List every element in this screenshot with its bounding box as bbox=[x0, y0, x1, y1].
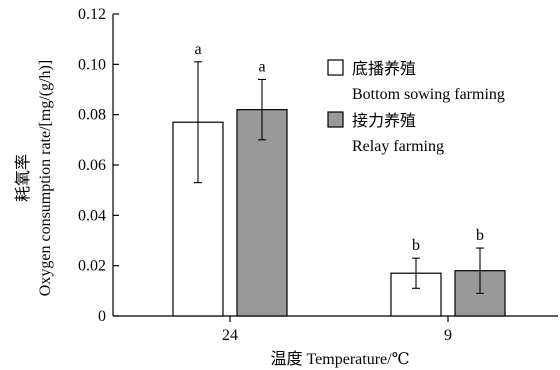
y-tick-label: 0.06 bbox=[78, 157, 106, 174]
significance-label: b bbox=[412, 237, 420, 254]
chart-legend: 底播养殖 Bottom sowing farming 接力养殖 Relay farmi… bbox=[327, 59, 505, 155]
legend-label-zh: 接力养殖 bbox=[352, 112, 416, 130]
y-axis-title-group: 耗氧率 bbox=[14, 154, 32, 202]
legend-label-en: Relay farming bbox=[352, 138, 444, 155]
significance-label: a bbox=[258, 58, 265, 75]
legend-swatch bbox=[327, 59, 344, 76]
y-axis-title-zh: 耗氧率 bbox=[14, 154, 32, 202]
legend-swatch bbox=[327, 111, 344, 128]
legend-label-en: Bottom sowing farming bbox=[352, 86, 505, 103]
y-axis-title-group-en: Oxygen consumption rate/[mg/(g/h)] bbox=[37, 60, 54, 296]
chart-bars bbox=[172, 61, 506, 317]
x-tick-label: 9 bbox=[444, 327, 452, 344]
legend-label-zh: 底播养殖 bbox=[352, 60, 416, 78]
x-tick-label: 24 bbox=[222, 327, 238, 344]
y-tick-label: 0 bbox=[98, 308, 106, 325]
bar-relay-24 bbox=[236, 109, 288, 317]
significance-label: b bbox=[476, 227, 484, 244]
x-axis-title: 温度 Temperature/℃ bbox=[271, 350, 410, 368]
chart-axes: 0 0.02 0.04 0.06 0.08 0.10 0.12 bbox=[78, 6, 558, 325]
y-axis-title: Oxygen consumption rate/[mg/(g/h)] bbox=[37, 60, 54, 296]
y-tick-label: 0.08 bbox=[78, 107, 106, 124]
significance-label: a bbox=[194, 41, 201, 58]
y-tick-label: 0.04 bbox=[78, 207, 106, 224]
y-tick-label: 0.02 bbox=[78, 258, 106, 275]
y-tick-label: 0.10 bbox=[78, 56, 106, 73]
y-tick-label: 0.12 bbox=[78, 6, 106, 23]
chart-labels: 24 a a 9 b b bbox=[194, 41, 484, 344]
